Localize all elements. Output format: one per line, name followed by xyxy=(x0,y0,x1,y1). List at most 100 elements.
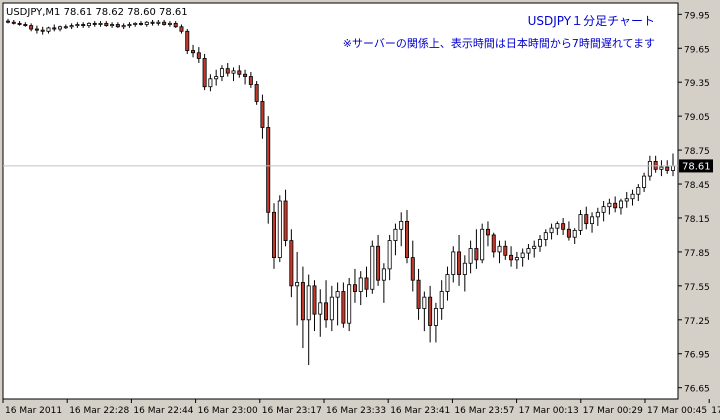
candle-body-up xyxy=(462,262,467,275)
candle-body-up xyxy=(318,302,323,315)
candle xyxy=(624,191,629,208)
plot-area[interactable] xyxy=(2,2,679,400)
annotation-title: USDJPY１分足チャート xyxy=(528,14,655,28)
candle xyxy=(341,282,346,328)
candle-body-down xyxy=(665,166,670,171)
candle xyxy=(433,302,438,343)
candle-body-down xyxy=(566,228,571,238)
candle-body-down xyxy=(509,254,514,261)
candle-body-up xyxy=(98,22,103,25)
candle xyxy=(266,116,271,224)
candle-body-down xyxy=(34,28,39,31)
candle xyxy=(277,195,282,263)
candle-body-up xyxy=(532,245,537,249)
candle xyxy=(601,201,606,222)
time-tick-label: 16 Mar 23:57 xyxy=(454,406,514,416)
candle-body-down xyxy=(173,22,178,28)
candle xyxy=(110,22,115,28)
time-tick-label: 16 Mar 23:41 xyxy=(390,406,450,416)
candle xyxy=(179,24,184,34)
candle xyxy=(219,65,224,82)
candle-body-down xyxy=(341,291,346,324)
candle-body-down xyxy=(29,25,34,30)
candle xyxy=(364,266,369,298)
candle-body-up xyxy=(480,228,485,261)
candle xyxy=(208,74,213,92)
candle-body-down xyxy=(503,245,508,256)
price-axis[interactable]: 79.95 79.65 79.35 79.05 78.75 78.45 78.15 77.85… xyxy=(678,11,710,395)
candle xyxy=(295,251,300,326)
candle xyxy=(636,184,641,201)
price-tick-label: 76.95 xyxy=(684,351,710,361)
candle-body-down xyxy=(405,220,409,258)
price-tick-label: 76.65 xyxy=(684,385,710,395)
candle xyxy=(69,23,74,30)
candle xyxy=(607,198,612,215)
candle-body-up xyxy=(277,200,282,258)
time-tick-label: 16 Mar 23:33 xyxy=(326,406,386,416)
candle-body-down xyxy=(485,228,490,236)
candle-body-up xyxy=(647,160,652,177)
annotation-note: ※サーバーの関係上、表示時間は日本時間から7時間遅れてます xyxy=(343,36,655,50)
candle-body-down xyxy=(191,50,196,54)
candle-body-down xyxy=(457,251,462,275)
candle-body-down xyxy=(225,68,230,74)
candle-body-up xyxy=(121,25,126,28)
candle-body-up xyxy=(110,24,115,27)
candle-body-up xyxy=(69,25,74,28)
candle-body-down xyxy=(260,101,265,128)
candle-body-up xyxy=(393,228,398,242)
candle xyxy=(381,263,386,303)
candle-body-up xyxy=(595,211,600,218)
candle xyxy=(335,282,340,326)
candle xyxy=(480,223,485,264)
candle xyxy=(410,240,415,292)
candle-body-up xyxy=(358,277,363,292)
price-tick-label: 78.75 xyxy=(684,147,710,157)
candle-body-up xyxy=(624,198,629,202)
time-axis[interactable]: 16 Mar 2011 16 Mar 22:28 16 Mar 22:44 16 Ma… xyxy=(2,399,720,416)
candle xyxy=(324,280,329,328)
candle-body-up xyxy=(46,27,51,32)
candle xyxy=(144,21,149,27)
candle xyxy=(162,19,167,26)
candle-body-down xyxy=(179,26,184,32)
candle xyxy=(289,229,294,298)
candle-body-up xyxy=(58,26,63,30)
candle-body-down xyxy=(613,202,618,209)
candle xyxy=(11,19,16,25)
candle xyxy=(196,47,201,63)
candle xyxy=(46,26,51,34)
candle xyxy=(462,255,467,292)
candle-body-up xyxy=(538,239,542,247)
candle xyxy=(538,234,542,252)
candle xyxy=(352,268,357,303)
price-tick-label: 79.65 xyxy=(684,45,710,55)
candle xyxy=(630,189,635,206)
candle-body-down xyxy=(416,279,421,309)
candle-body-down xyxy=(364,277,369,290)
time-tick-label: 16 Mar 23:17 xyxy=(262,406,322,416)
candle-body-down xyxy=(17,22,22,25)
candle-body-up xyxy=(526,248,531,254)
candle xyxy=(561,217,566,235)
candle xyxy=(457,234,462,286)
candle xyxy=(659,160,664,177)
current-price-tag: 78.61 xyxy=(3,159,713,173)
candle xyxy=(405,210,409,264)
candle-body-down xyxy=(185,30,190,51)
candle-body-down xyxy=(139,22,143,25)
candle-body-up xyxy=(214,76,219,80)
candle-body-up xyxy=(306,285,311,321)
price-tick-label: 78.45 xyxy=(684,181,710,191)
time-tick-label: 17 Mar 01:01 xyxy=(711,406,720,416)
candle-body-up xyxy=(127,24,132,27)
candle-body-up xyxy=(370,245,375,290)
candle xyxy=(387,234,392,281)
candle-body-up xyxy=(144,21,149,25)
candle-body-down xyxy=(115,24,120,28)
candle-body-up xyxy=(231,70,236,74)
candle xyxy=(29,23,34,32)
